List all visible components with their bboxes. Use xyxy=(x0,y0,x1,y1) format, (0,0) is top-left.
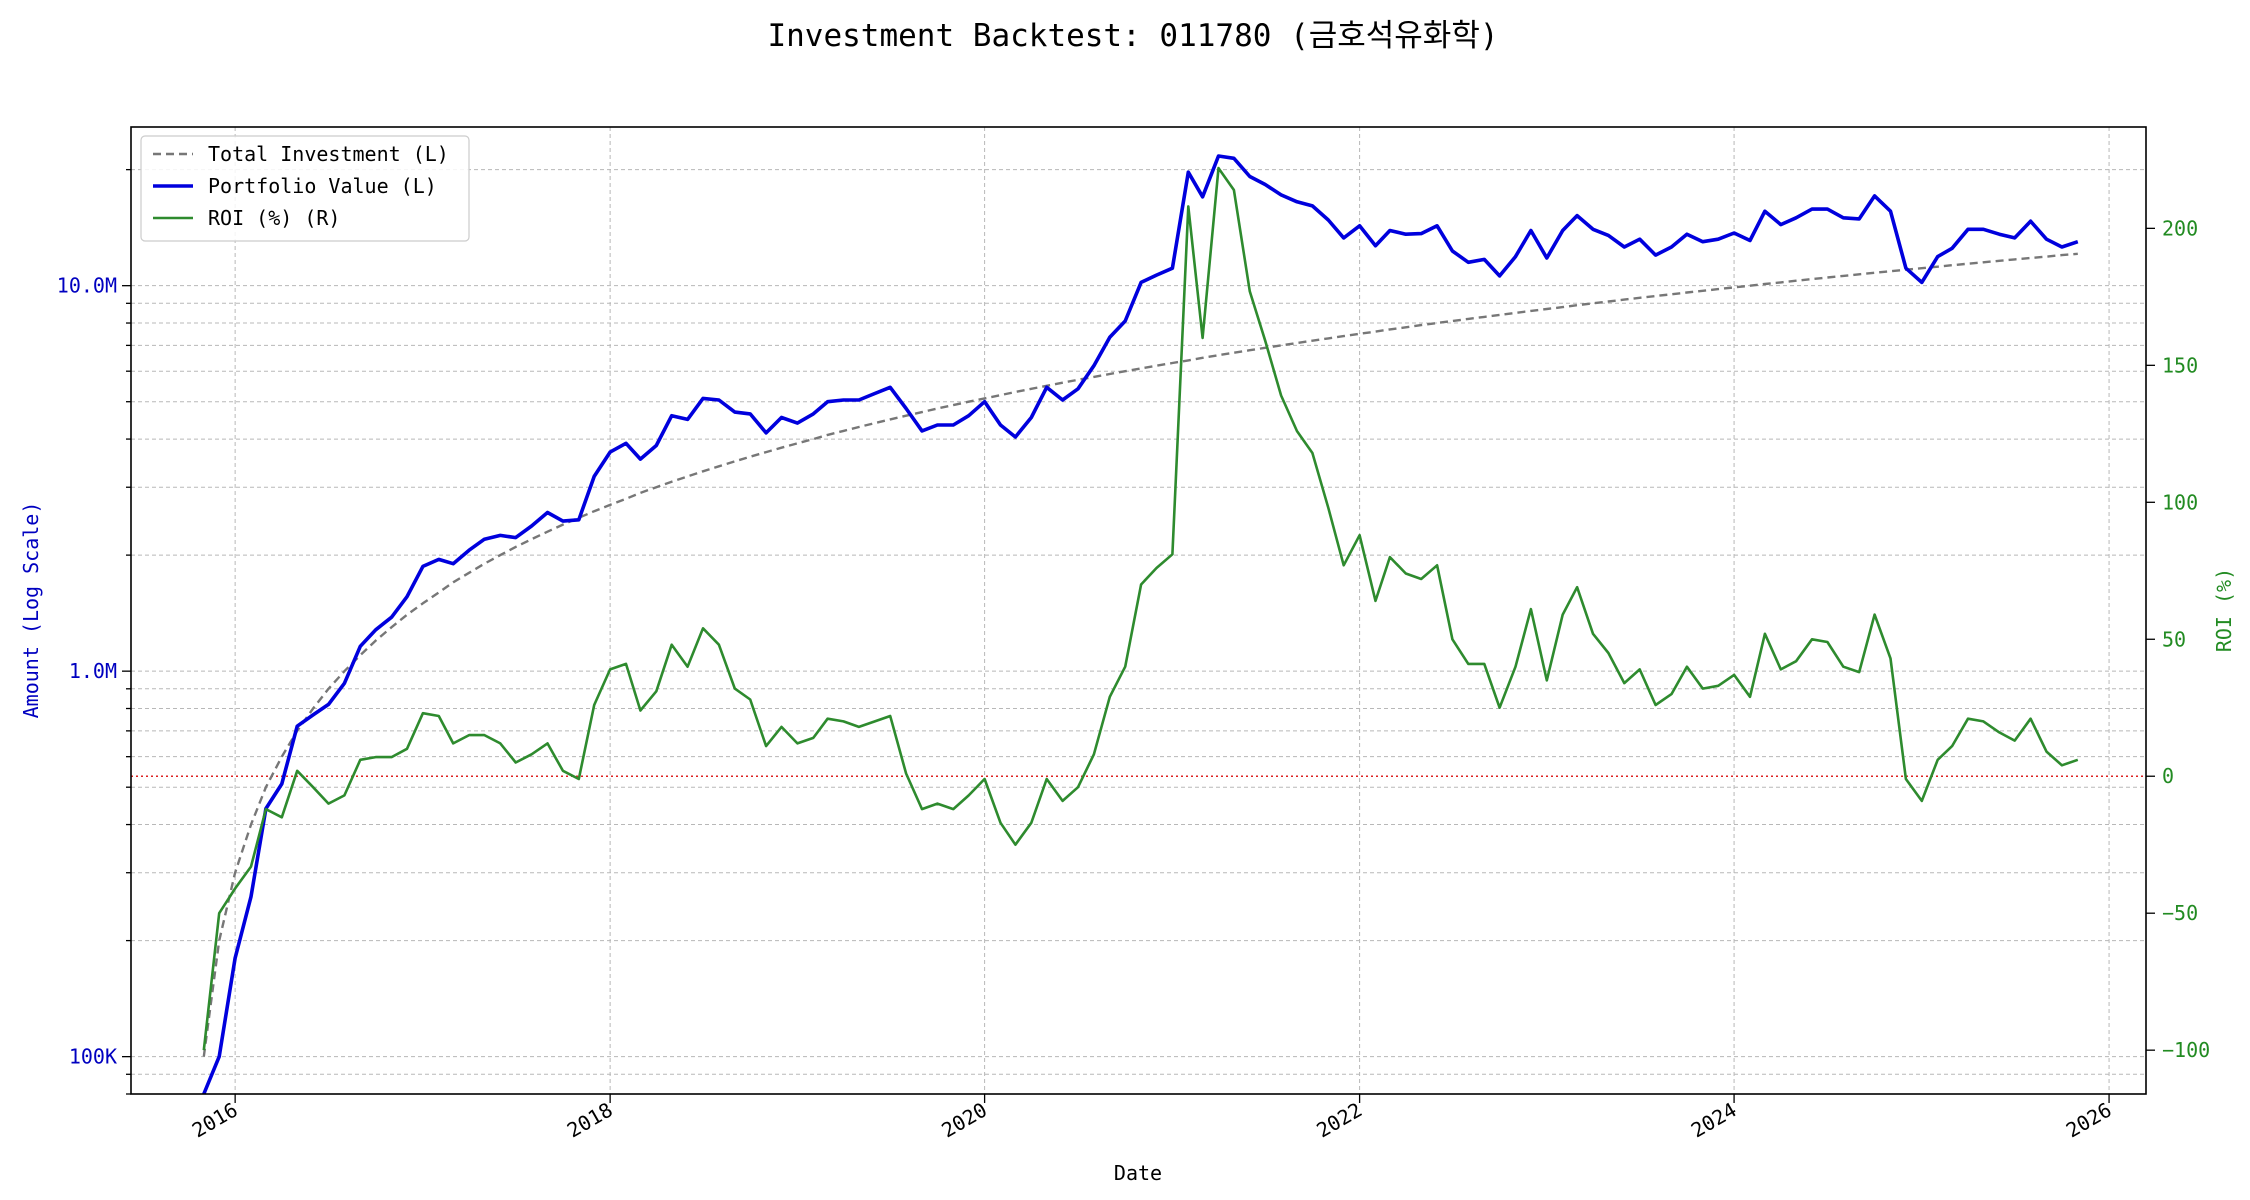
x-axis-label: Date xyxy=(1114,1161,1162,1185)
right-tick-label: 200 xyxy=(2162,216,2198,240)
left-tick-label: 10.0M xyxy=(57,274,117,298)
plot-frame xyxy=(130,126,2147,1095)
legend-label-portfolio: Portfolio Value (L) xyxy=(208,174,437,198)
right-axis-label: ROI (%) xyxy=(2212,568,2236,652)
right-tick-label: −100 xyxy=(2162,1038,2210,1062)
right-tick-label: 50 xyxy=(2162,627,2186,651)
right-tick-label: 150 xyxy=(2162,353,2198,377)
left-axis-label: Amount (Log Scale) xyxy=(19,502,43,719)
legend: Total Investment (L) Portfolio Value (L)… xyxy=(140,135,470,242)
chart-title: Investment Backtest: 011780 (금호석유화학) xyxy=(767,18,1498,54)
legend-box xyxy=(140,135,470,242)
total-investment-line xyxy=(202,252,2078,1057)
right-tick-label: 100 xyxy=(2162,490,2198,514)
x-tick-label: 2024 xyxy=(1687,1098,1741,1143)
portfolio-value-line xyxy=(202,154,2079,1095)
grid xyxy=(131,127,2146,1095)
legend-label-investment: Total Investment (L) xyxy=(208,142,449,166)
left-tick-label: 1.0M xyxy=(69,659,117,683)
x-tick-label: 2022 xyxy=(1312,1098,1366,1143)
left-tick-label: 100K xyxy=(69,1045,117,1069)
x-tick-label: 2026 xyxy=(2062,1098,2116,1143)
x-tick-label: 2016 xyxy=(188,1098,242,1143)
axis-ticks: 2016 2018 2020 2022 2024 2026 100K 1.0M 10.0M −10… xyxy=(57,168,2210,1143)
right-tick-label: 0 xyxy=(2162,764,2174,788)
x-tick-label: 2018 xyxy=(563,1098,617,1143)
roi-line xyxy=(202,166,2079,1051)
legend-label-roi: ROI (%) (R) xyxy=(208,206,340,230)
x-tick-label: 2020 xyxy=(937,1098,991,1143)
right-tick-label: −50 xyxy=(2162,901,2198,925)
series-lines xyxy=(202,154,2079,1095)
